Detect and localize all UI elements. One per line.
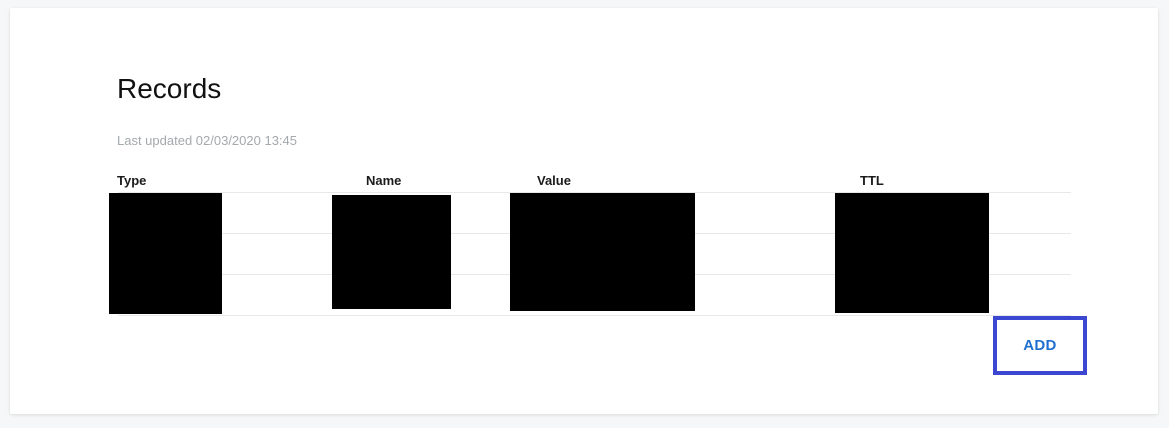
redacted-name-column	[332, 195, 451, 309]
last-updated-text: Last updated 02/03/2020 13:45	[117, 133, 297, 148]
records-card: Records Last updated 02/03/2020 13:45 Ty…	[10, 8, 1158, 414]
add-button-label: ADD	[1023, 337, 1057, 354]
column-header-name: Name	[366, 173, 402, 188]
column-header-value: Value	[537, 173, 571, 188]
table-divider	[118, 192, 1071, 193]
redacted-value-column	[510, 193, 695, 311]
table-divider	[118, 315, 1071, 316]
column-header-type: Type	[117, 173, 147, 188]
column-header-ttl: TTL	[860, 173, 884, 188]
add-record-button[interactable]: ADD	[993, 316, 1087, 375]
redacted-ttl-column	[835, 193, 989, 313]
page-title: Records	[117, 73, 222, 104]
redacted-type-column	[109, 193, 222, 314]
